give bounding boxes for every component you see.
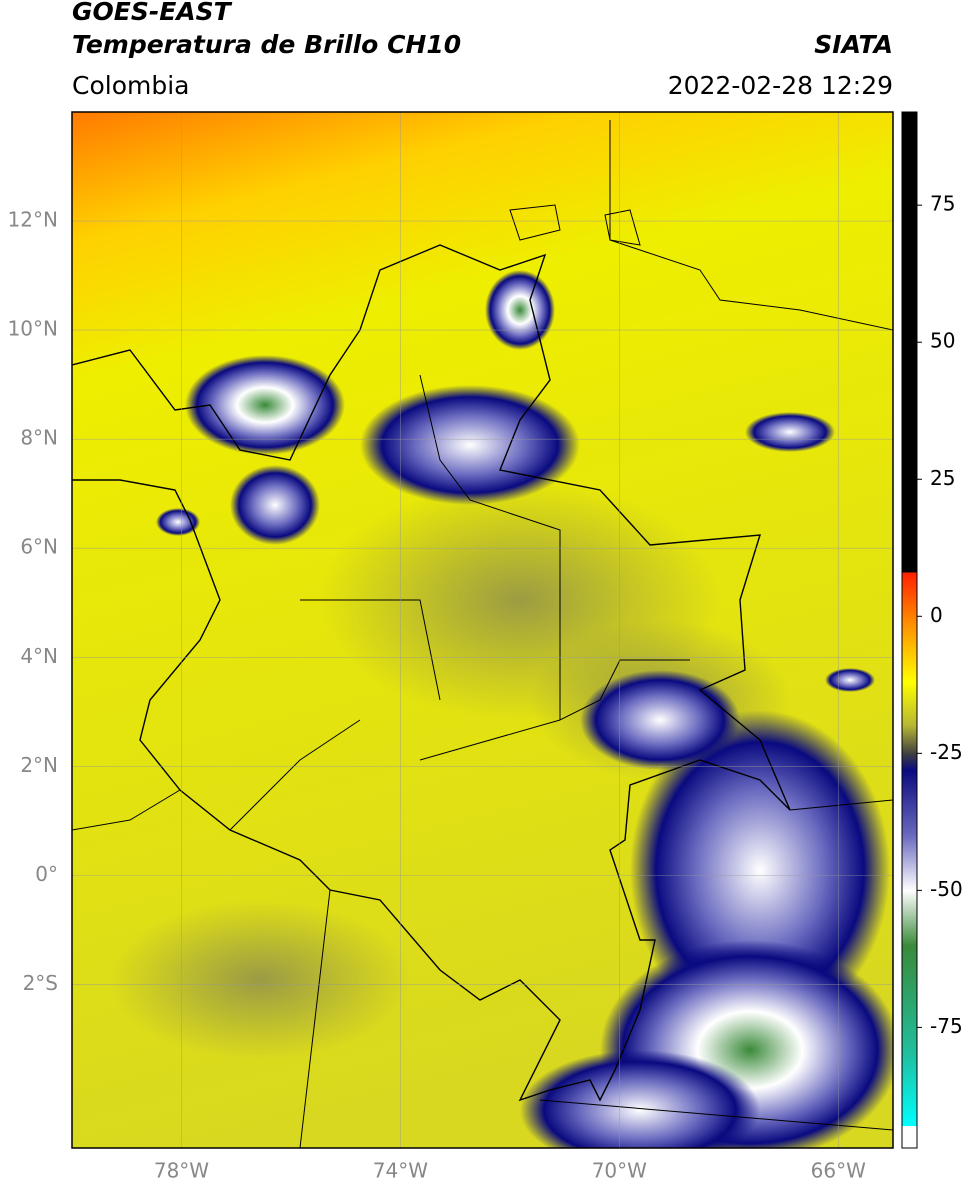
x-tick-label: 78°W [154,1159,209,1183]
title: Temperatura de Brillo CH10 [72,30,461,59]
colorbar-segment [902,769,917,837]
title: GOES-EAST [72,0,233,26]
colorbar-tick-label: 0 [930,603,943,627]
x-tick-label: 66°W [811,1159,866,1183]
colorbar-tick-label: 50 [930,329,955,353]
x-tick-label: 74°W [373,1159,428,1183]
colorbar-segment [902,835,917,891]
y-tick-label: 8°N [20,426,58,450]
region: Colombia [72,71,189,100]
y-tick-label: 0° [35,862,58,886]
colorbar-segment [902,1126,917,1149]
colorbar-tick-label: 25 [930,466,955,490]
colorbar-segment [902,945,917,1056]
map-frame [71,111,894,1149]
colorbar-tick-label: -50 [930,877,963,901]
y-tick-label: 10°N [8,317,58,341]
colorbar-frame [901,111,918,1149]
datetime: 2022-02-28 12:29 [668,71,893,100]
colorbar-segment [902,572,917,617]
y-tick-label: 12°N [8,208,58,232]
x-tick-label: 70°W [592,1159,647,1183]
satellite-image [72,112,893,1148]
colorbar-segment [902,725,917,754]
y-tick-label: 2°S [23,971,58,995]
colorbar-segment [902,616,917,683]
colorbar-tick-label: -25 [930,740,963,764]
y-tick-label: 4°N [20,644,58,668]
y-tick-label: 2°N [20,753,58,777]
source: SIATA [814,30,893,59]
colorbar-tick-label: -75 [930,1014,963,1038]
colorbar-segment [902,890,917,946]
colorbar-segment [902,753,917,771]
y-tick-label: 6°N [20,535,58,559]
colorbar-tick-label: 75 [930,192,955,216]
colorbar-segment [902,682,917,727]
colorbar-segment [902,112,917,573]
colorbar-segment [902,1054,917,1127]
